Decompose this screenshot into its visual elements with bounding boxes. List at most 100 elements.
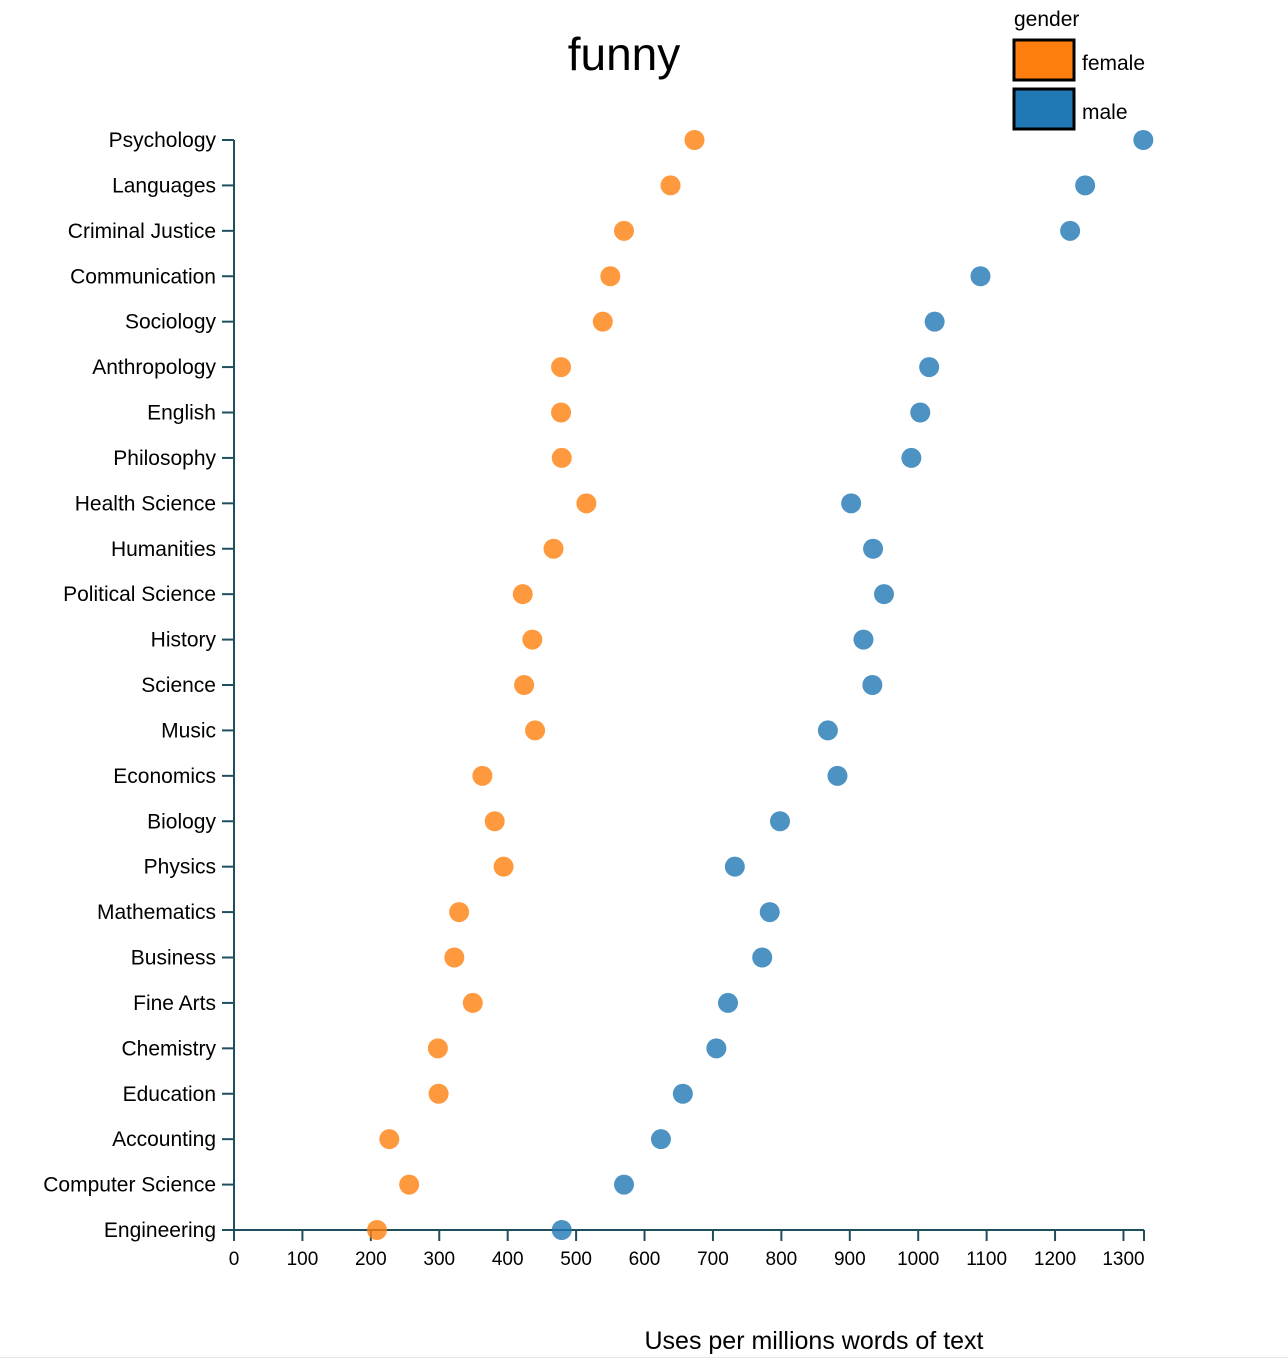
point-female-mathematics	[449, 902, 470, 923]
legend-swatch-female	[1012, 38, 1076, 82]
point-female-philosophy	[551, 447, 572, 468]
y-axis: Psychology Languages Criminal Justice Commu…	[43, 129, 235, 1242]
point-female-accounting	[379, 1129, 400, 1150]
category-label: Health Science	[75, 492, 216, 515]
x-tick-label: 1000	[897, 1249, 939, 1270]
point-male-criminal-justice	[1060, 220, 1081, 241]
x-tick-label: 1200	[1034, 1249, 1076, 1270]
point-male-english	[910, 402, 931, 423]
category-label: Anthropology	[92, 356, 216, 379]
category-label: Psychology	[109, 129, 217, 152]
category-label: Fine Arts	[133, 992, 216, 1015]
category-label: Mathematics	[97, 901, 216, 924]
category-label: Criminal Justice	[68, 220, 216, 243]
category-label: Physics	[144, 856, 216, 879]
category-label: Humanities	[111, 538, 216, 561]
category-label: Sociology	[125, 311, 217, 334]
point-male-anthropology	[919, 357, 940, 378]
point-female-science	[514, 675, 535, 695]
x-tick-label: 600	[629, 1249, 661, 1270]
category-label: Communication	[70, 265, 216, 288]
point-male-humanities	[863, 538, 884, 559]
x-tick-label: 400	[492, 1249, 524, 1270]
point-male-computer-science	[614, 1174, 634, 1195]
point-female-chemistry	[427, 1038, 448, 1059]
x-axis-label: Uses per millions words of text	[644, 1327, 983, 1355]
point-male-economics	[827, 765, 848, 786]
point-male-communication	[970, 266, 991, 287]
point-female-business	[444, 947, 465, 968]
category-label: Science	[141, 674, 216, 697]
point-female-biology	[484, 811, 505, 832]
x-tick-label: 100	[287, 1249, 319, 1270]
point-female-communication	[600, 266, 621, 287]
x-tick-label: 200	[355, 1249, 387, 1270]
point-male-physics	[724, 856, 745, 877]
point-male-engineering	[551, 1220, 572, 1240]
category-label: Political Science	[63, 583, 216, 606]
bottom-divider	[0, 1357, 1288, 1358]
point-male-political-science	[874, 584, 894, 605]
point-male-biology	[770, 811, 790, 832]
chart-title: funny	[568, 28, 681, 80]
category-label: Chemistry	[121, 1037, 216, 1060]
point-male-fine-arts	[718, 992, 738, 1013]
category-label: Music	[161, 719, 216, 742]
point-male-health-science	[841, 493, 862, 514]
legend-label-male: male	[1082, 101, 1128, 124]
category-label: Philosophy	[113, 447, 216, 470]
legend-title: gender	[1014, 8, 1079, 31]
x-tick-label: 300	[423, 1249, 455, 1270]
x-tick-label: 500	[560, 1249, 592, 1270]
x-tick-label: 1100	[966, 1249, 1007, 1270]
point-male-music	[817, 720, 838, 741]
point-female-languages	[660, 175, 681, 196]
point-male-sociology	[924, 311, 945, 332]
category-label: History	[151, 629, 217, 652]
point-female-history	[522, 629, 543, 650]
point-female-criminal-justice	[614, 220, 634, 241]
category-label: Accounting	[112, 1128, 216, 1151]
point-male-history	[853, 629, 874, 650]
point-female-sociology	[592, 311, 613, 332]
category-label: Biology	[147, 810, 216, 833]
point-female-music	[525, 720, 546, 741]
point-male-philosophy	[901, 447, 922, 468]
category-label: Engineering	[104, 1219, 216, 1242]
data-points	[367, 130, 1154, 1240]
category-label: Computer Science	[43, 1174, 216, 1197]
point-female-anthropology	[551, 357, 572, 378]
point-female-education	[428, 1083, 449, 1104]
category-label: Languages	[112, 174, 216, 197]
x-tick-label: 1300	[1102, 1249, 1144, 1270]
point-female-computer-science	[399, 1174, 420, 1195]
category-label: English	[147, 402, 216, 425]
x-tick-label: 0	[229, 1249, 240, 1270]
point-male-languages	[1075, 175, 1096, 196]
category-label: Business	[131, 947, 216, 970]
point-male-mathematics	[759, 902, 780, 923]
category-label: Economics	[113, 765, 216, 788]
point-female-health-science	[576, 493, 597, 514]
x-tick-label: 900	[834, 1249, 866, 1270]
x-tick-label: 700	[697, 1249, 729, 1270]
point-female-physics	[493, 856, 514, 877]
legend-swatch-male	[1012, 87, 1076, 131]
point-male-chemistry	[706, 1038, 727, 1059]
point-female-english	[551, 402, 572, 423]
point-female-economics	[472, 765, 493, 786]
point-female-fine-arts	[462, 992, 483, 1013]
x-tick-label: 800	[766, 1249, 798, 1270]
point-male-psychology	[1133, 130, 1154, 150]
point-female-engineering	[367, 1220, 387, 1240]
point-female-political-science	[512, 584, 533, 605]
x-axis: 0 100 200 300 400 500 600 700 800 900 1000 1100 1200…	[229, 1229, 1145, 1270]
point-male-science	[862, 675, 883, 695]
legend-label-female: female	[1082, 52, 1145, 75]
point-female-psychology	[684, 130, 705, 150]
point-male-education	[672, 1083, 693, 1104]
point-male-business	[752, 947, 773, 968]
category-label: Education	[123, 1083, 216, 1106]
